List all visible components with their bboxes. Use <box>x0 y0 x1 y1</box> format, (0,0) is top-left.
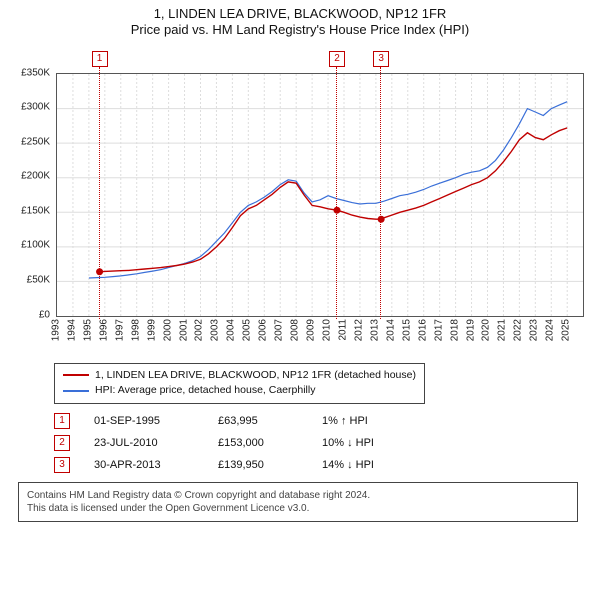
event-marker-box: 1 <box>92 51 108 67</box>
x-tick-label: 2022 <box>513 319 524 341</box>
event-marker-line <box>99 67 100 319</box>
x-tick-label: 1997 <box>114 319 125 341</box>
event-row: 3 30-APR-2013 £139,950 14% ↓ HPI <box>18 454 590 476</box>
y-tick-label: £350K <box>21 67 50 78</box>
x-tick-label: 2013 <box>369 319 380 341</box>
chart-area: £0 £50K £100K £150K £200K £250K £300K £350K 1 2 3… <box>10 47 590 357</box>
event-date: 30-APR-2013 <box>94 459 194 471</box>
y-tick-label: £100K <box>21 240 50 251</box>
x-tick-label: 2011 <box>337 319 348 341</box>
event-hpi-delta: 14% ↓ HPI <box>322 459 374 471</box>
x-tick-label: 1996 <box>98 319 109 341</box>
event-price: £63,995 <box>218 415 298 427</box>
page-container: 1, LINDEN LEA DRIVE, BLACKWOOD, NP12 1FR… <box>0 0 600 590</box>
x-tick-label: 1994 <box>66 319 77 341</box>
x-axis-labels: 1993199419951996199719981999200020012002… <box>56 319 584 357</box>
x-tick-label: 2010 <box>322 319 333 341</box>
event-marker-line <box>336 67 337 319</box>
chart-title-subtitle: Price paid vs. HM Land Registry's House … <box>10 22 590 38</box>
x-tick-label: 2014 <box>385 319 396 341</box>
x-tick-label: 2019 <box>465 319 476 341</box>
y-tick-label: £0 <box>39 309 50 320</box>
x-tick-label: 1999 <box>146 319 157 341</box>
event-date: 01-SEP-1995 <box>94 415 194 427</box>
x-tick-label: 2024 <box>545 319 556 341</box>
chart-title-address: 1, LINDEN LEA DRIVE, BLACKWOOD, NP12 1FR <box>10 6 590 22</box>
x-tick-label: 2004 <box>226 319 237 341</box>
x-tick-label: 2009 <box>306 319 317 341</box>
legend-swatch <box>63 390 89 392</box>
event-hpi-delta: 10% ↓ HPI <box>322 437 374 449</box>
event-row: 2 23-JUL-2010 £153,000 10% ↓ HPI <box>18 432 590 454</box>
footer-line-2: This data is licensed under the Open Gov… <box>27 502 569 515</box>
x-tick-label: 1995 <box>82 319 93 341</box>
y-axis-labels: £0 £50K £100K £150K £200K £250K £300K £350K <box>10 47 52 357</box>
event-marker-box: 3 <box>373 51 389 67</box>
legend-row: 1, LINDEN LEA DRIVE, BLACKWOOD, NP12 1FR… <box>63 368 416 384</box>
chart-legend: 1, LINDEN LEA DRIVE, BLACKWOOD, NP12 1FR… <box>54 363 425 405</box>
x-tick-label: 2008 <box>290 319 301 341</box>
y-tick-label: £250K <box>21 136 50 147</box>
x-tick-label: 2001 <box>178 319 189 341</box>
legend-label: HPI: Average price, detached house, Caer… <box>95 383 315 399</box>
x-tick-label: 2002 <box>194 319 205 341</box>
y-tick-label: £300K <box>21 102 50 113</box>
footer-attribution: Contains HM Land Registry data © Crown c… <box>18 482 578 522</box>
footer-line-1: Contains HM Land Registry data © Crown c… <box>27 489 569 502</box>
x-tick-label: 2007 <box>274 319 285 341</box>
legend-label: 1, LINDEN LEA DRIVE, BLACKWOOD, NP12 1FR… <box>95 368 416 384</box>
x-tick-label: 2006 <box>258 319 269 341</box>
x-tick-label: 2020 <box>481 319 492 341</box>
y-tick-label: £150K <box>21 205 50 216</box>
x-tick-label: 2018 <box>449 319 460 341</box>
x-tick-label: 2015 <box>401 319 412 341</box>
x-tick-label: 1993 <box>51 319 62 341</box>
event-marker-line <box>380 67 381 319</box>
x-tick-label: 1998 <box>130 319 141 341</box>
x-tick-label: 2021 <box>497 319 508 341</box>
x-tick-label: 2012 <box>353 319 364 341</box>
event-price: £139,950 <box>218 459 298 471</box>
event-table: 1 01-SEP-1995 £63,995 1% ↑ HPI 2 23-JUL-2010 £… <box>18 410 590 476</box>
x-tick-label: 2003 <box>210 319 221 341</box>
event-hpi-delta: 1% ↑ HPI <box>322 415 368 427</box>
x-tick-label: 2023 <box>529 319 540 341</box>
x-tick-label: 2025 <box>561 319 572 341</box>
x-tick-label: 2005 <box>242 319 253 341</box>
x-tick-label: 2016 <box>417 319 428 341</box>
legend-row: HPI: Average price, detached house, Caer… <box>63 383 416 399</box>
y-tick-label: £200K <box>21 171 50 182</box>
chart-svg <box>57 74 583 316</box>
event-price: £153,000 <box>218 437 298 449</box>
x-tick-label: 2000 <box>162 319 173 341</box>
x-tick-label: 2017 <box>433 319 444 341</box>
chart-plot <box>56 73 584 317</box>
y-tick-label: £50K <box>27 274 50 285</box>
event-number-box: 3 <box>54 457 70 473</box>
event-number-box: 1 <box>54 413 70 429</box>
legend-swatch <box>63 374 89 376</box>
event-number-box: 2 <box>54 435 70 451</box>
event-date: 23-JUL-2010 <box>94 437 194 449</box>
event-row: 1 01-SEP-1995 £63,995 1% ↑ HPI <box>18 410 590 432</box>
event-marker-box: 2 <box>329 51 345 67</box>
